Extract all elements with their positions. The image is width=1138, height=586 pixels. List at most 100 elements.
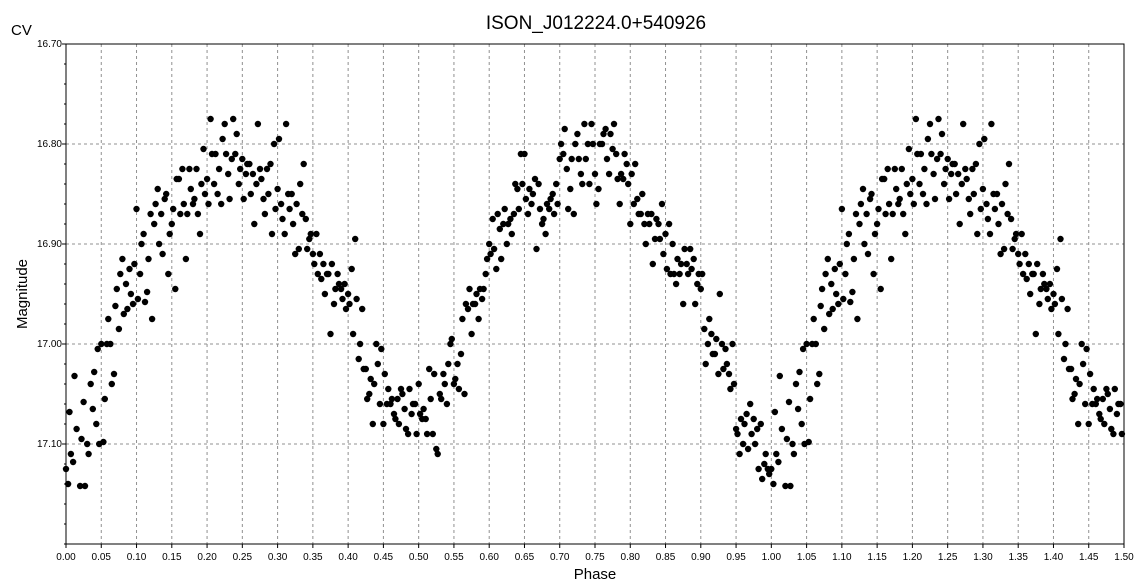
data-point xyxy=(342,305,350,313)
data-point xyxy=(431,370,438,378)
data-point xyxy=(662,230,669,238)
data-point xyxy=(680,300,687,308)
data-point xyxy=(493,265,500,273)
data-point xyxy=(110,370,118,378)
data-point xyxy=(302,215,309,223)
data-point xyxy=(455,385,463,393)
x-tick-label: 0.60 xyxy=(479,552,499,563)
data-point xyxy=(76,482,84,490)
data-point xyxy=(885,200,893,208)
data-point xyxy=(751,440,759,448)
data-point xyxy=(600,130,607,138)
data-point xyxy=(334,270,341,278)
data-point xyxy=(309,250,317,258)
data-point xyxy=(433,445,440,453)
data-point xyxy=(979,185,987,193)
data-point xyxy=(1096,410,1103,418)
data-point xyxy=(1037,285,1045,293)
data-point xyxy=(988,120,995,128)
data-point xyxy=(983,200,990,208)
x-tick-label: 0.35 xyxy=(303,552,323,563)
y-tick-label: 16.90 xyxy=(37,239,62,250)
data-point xyxy=(85,450,92,458)
data-point xyxy=(263,165,271,173)
data-point xyxy=(560,150,567,158)
data-point xyxy=(962,165,969,173)
data-point xyxy=(452,375,459,383)
data-point xyxy=(651,235,659,243)
data-point xyxy=(1043,285,1050,293)
data-point xyxy=(339,295,346,303)
data-point xyxy=(621,150,628,158)
data-point xyxy=(1044,295,1052,303)
data-point xyxy=(940,180,948,188)
data-point xyxy=(78,435,85,443)
data-point xyxy=(1005,160,1013,168)
data-point xyxy=(1075,420,1082,428)
data-point xyxy=(186,165,193,173)
data-point xyxy=(498,255,505,263)
data-point xyxy=(429,430,436,438)
data-point xyxy=(1002,180,1009,188)
data-point xyxy=(464,305,472,313)
data-point xyxy=(480,285,487,293)
data-point xyxy=(783,435,791,443)
data-point xyxy=(166,230,173,238)
data-point xyxy=(816,370,823,378)
data-point xyxy=(117,270,124,278)
data-point xyxy=(335,280,343,288)
data-point xyxy=(515,205,522,213)
data-point xyxy=(871,230,879,238)
data-point xyxy=(681,245,688,253)
data-point xyxy=(175,175,183,183)
data-point xyxy=(550,210,558,218)
data-point xyxy=(792,380,800,388)
data-point xyxy=(126,265,133,273)
data-point xyxy=(225,170,232,178)
data-point xyxy=(471,300,479,308)
data-point xyxy=(1023,275,1030,283)
data-point xyxy=(575,155,582,163)
data-point xyxy=(300,160,307,168)
data-point xyxy=(447,340,454,348)
x-tick-label: 0.55 xyxy=(444,552,464,563)
data-point xyxy=(595,185,602,193)
data-point xyxy=(395,420,403,428)
data-point xyxy=(352,235,359,243)
data-point xyxy=(660,250,667,258)
data-point xyxy=(1009,245,1016,253)
data-point xyxy=(155,240,163,248)
grid xyxy=(66,44,1124,544)
data-point xyxy=(507,215,514,223)
data-point xyxy=(438,395,445,403)
data-point xyxy=(617,170,625,178)
data-point xyxy=(108,380,116,388)
data-point xyxy=(716,290,723,298)
data-point xyxy=(1110,430,1117,438)
data-point xyxy=(193,165,200,173)
data-point xyxy=(411,400,419,408)
data-point xyxy=(739,440,747,448)
data-point xyxy=(1012,230,1020,238)
data-point xyxy=(84,440,91,448)
data-point xyxy=(356,340,364,348)
data-point xyxy=(826,310,833,318)
data-point xyxy=(613,150,620,158)
data-point xyxy=(627,220,634,228)
data-point xyxy=(261,210,269,218)
data-point xyxy=(218,200,225,208)
data-point xyxy=(909,175,916,183)
data-point xyxy=(1019,270,1027,278)
data-point xyxy=(1113,410,1121,418)
data-point xyxy=(942,165,949,173)
data-point xyxy=(605,170,613,178)
data-point xyxy=(249,170,257,178)
data-point xyxy=(546,205,553,213)
data-point xyxy=(1097,415,1104,423)
data-point xyxy=(148,315,156,323)
x-tick-label: 0.00 xyxy=(56,552,76,563)
data-point xyxy=(748,430,755,438)
data-point xyxy=(715,370,722,378)
data-point xyxy=(154,185,161,193)
data-point xyxy=(380,420,387,428)
